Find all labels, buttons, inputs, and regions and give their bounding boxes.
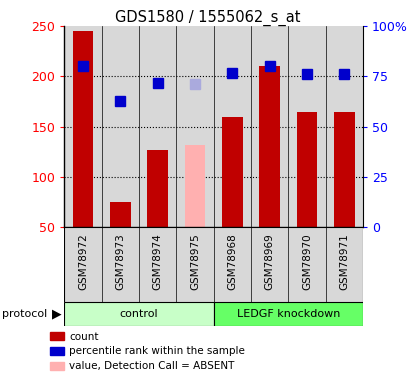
Text: GSM78973: GSM78973 [115, 233, 125, 290]
Bar [147, 150, 168, 227]
Text: count: count [69, 332, 99, 342]
Text: GSM78974: GSM78974 [153, 233, 163, 290]
Bar [50, 362, 64, 370]
Bar [64, 302, 214, 326]
Bar [251, 26, 288, 227]
Bar [297, 111, 317, 227]
Bar [259, 66, 280, 227]
Bar [326, 26, 363, 227]
Bar [288, 26, 326, 227]
Text: control: control [120, 309, 159, 319]
Text: GSM78972: GSM78972 [78, 233, 88, 290]
Text: LEDGF knockdown: LEDGF knockdown [237, 309, 340, 319]
Bar [110, 202, 131, 227]
Bar [50, 347, 64, 355]
Text: protocol: protocol [2, 309, 47, 319]
Bar [176, 26, 214, 227]
Bar [73, 31, 93, 227]
Bar [102, 26, 139, 227]
Bar [214, 26, 251, 227]
Text: GSM78969: GSM78969 [265, 233, 275, 290]
Text: GSM78970: GSM78970 [302, 233, 312, 290]
Text: ▶: ▶ [52, 308, 62, 321]
Text: GDS1580 / 1555062_s_at: GDS1580 / 1555062_s_at [115, 9, 300, 26]
Bar [214, 302, 363, 326]
Bar [185, 145, 205, 227]
Text: value, Detection Call = ABSENT: value, Detection Call = ABSENT [69, 361, 234, 371]
Bar [50, 332, 64, 340]
Bar [334, 111, 355, 227]
Bar [139, 26, 176, 227]
Text: GSM78975: GSM78975 [190, 233, 200, 290]
Bar [64, 26, 102, 227]
Text: GSM78968: GSM78968 [227, 233, 237, 290]
Text: percentile rank within the sample: percentile rank within the sample [69, 346, 245, 356]
Bar [222, 117, 243, 227]
Text: GSM78971: GSM78971 [339, 233, 349, 290]
